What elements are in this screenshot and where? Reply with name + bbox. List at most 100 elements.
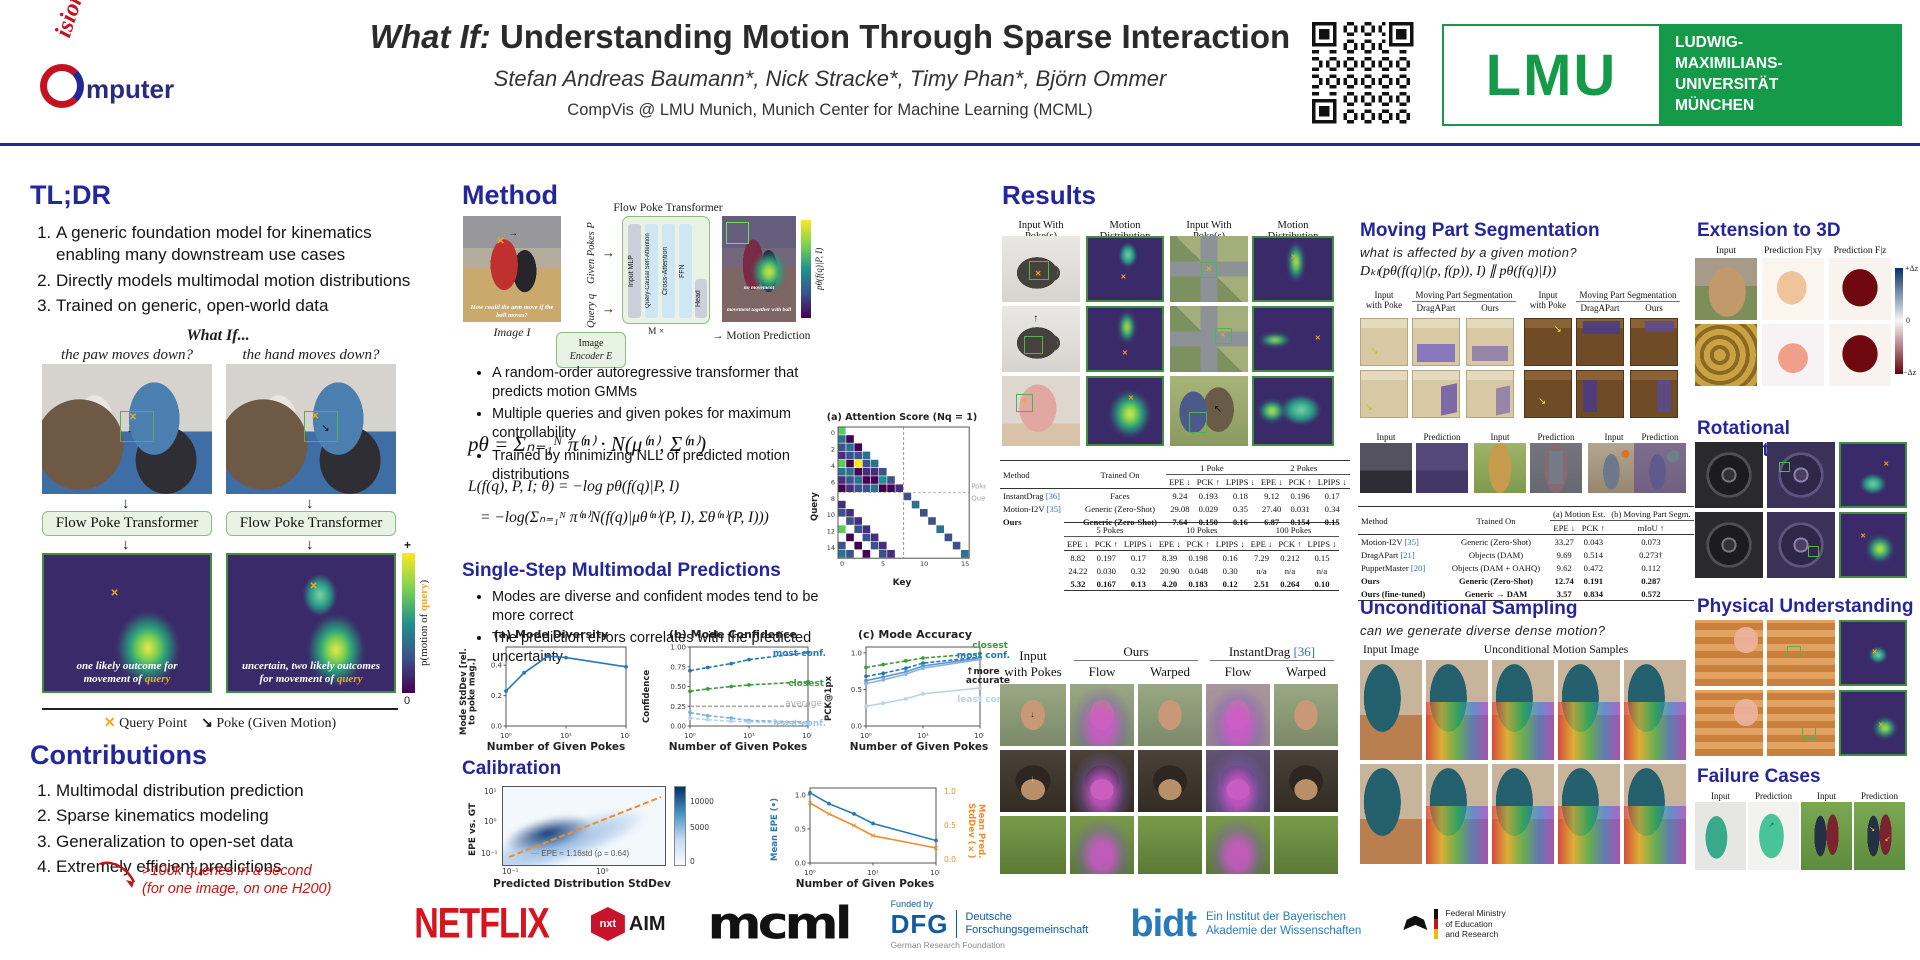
metric-header: EPE ↓ bbox=[1158, 538, 1181, 549]
table-cell: PuppetMaster [20] bbox=[1361, 562, 1426, 573]
svg-text:4: 4 bbox=[831, 462, 835, 470]
svg-text:Pokes: Pokes bbox=[971, 483, 986, 491]
flow-poke-transformer-box-left: Flow Poke Transformer bbox=[42, 511, 212, 536]
table-row: Motion-I2V [35] Generic (Zero-Shot) 33.27 0… bbox=[1358, 535, 1694, 549]
ext3d-col-fxy: Prediction F|xy bbox=[1763, 246, 1823, 256]
header-rule bbox=[1210, 660, 1334, 661]
compvis-logo-computer-text: mputer bbox=[86, 74, 175, 104]
mps-row-label: Input bbox=[1376, 432, 1396, 442]
mps-dragapart-cabinet bbox=[1576, 318, 1624, 366]
query-point-marker: ✕ bbox=[311, 411, 320, 423]
plot-canvas: 0.0 0.2 0.4 10⁰ 10¹ 10² bbox=[480, 643, 632, 744]
table-cell: 0.12 bbox=[1222, 578, 1238, 589]
zoom-box bbox=[120, 410, 155, 442]
table-cell: 7.29 bbox=[1253, 552, 1270, 563]
input-image-dog-right: ✕ ↘ bbox=[226, 364, 396, 494]
svg-text:×: × bbox=[826, 809, 833, 818]
svg-text:0: 0 bbox=[831, 429, 835, 437]
method-colorbar-label: pθ(f(q)|P, I) bbox=[814, 247, 824, 291]
metric-header: EPE ↓ bbox=[1169, 476, 1191, 487]
method-output-image: no movement movement together with ball bbox=[722, 216, 796, 322]
group-header: 10 Pokes bbox=[1155, 522, 1248, 537]
svg-text:1.0: 1.0 bbox=[795, 791, 806, 799]
method-image-caption: How could the arm move if the ball moves… bbox=[470, 303, 554, 319]
input-image-dog-left: ✕ ↓ bbox=[42, 364, 212, 494]
nxtaim-logo: nxt AIM bbox=[590, 907, 666, 941]
svg-text:0.25: 0.25 bbox=[670, 703, 686, 711]
flow-poke-transformer-box-right: Flow Poke Transformer bbox=[226, 511, 396, 536]
mps-ours-cabinet bbox=[1630, 318, 1678, 366]
header-rule bbox=[1074, 660, 1198, 661]
failure-label: Prediction bbox=[1755, 791, 1792, 801]
svg-text:14: 14 bbox=[827, 544, 835, 552]
contributions-list: Multimodal distribution prediction Spars… bbox=[32, 780, 434, 882]
method-image-label: Image I bbox=[493, 325, 531, 339]
mps-example-input bbox=[1360, 443, 1412, 493]
rot-input-tire bbox=[1695, 512, 1763, 578]
mps-input-cabinet: ↘ bbox=[1360, 318, 1408, 366]
uncond-motion-sample bbox=[1426, 660, 1488, 760]
calibration-heading: Calibration bbox=[462, 758, 562, 779]
svg-text:0.5: 0.5 bbox=[795, 825, 806, 833]
table-cell: 0.18 bbox=[1232, 490, 1248, 501]
table-cell: 12.74 bbox=[1554, 575, 1574, 586]
rot-poked-tire bbox=[1767, 442, 1835, 508]
svg-text:0.0: 0.0 bbox=[851, 723, 862, 731]
mps-ours-cabinet bbox=[1466, 370, 1514, 418]
metric-header: EPE ↓ bbox=[1553, 522, 1576, 533]
dfg-acronym: DFG bbox=[890, 908, 949, 939]
table-cell: Ours bbox=[1361, 575, 1380, 586]
red-curved-arrow-icon bbox=[99, 861, 136, 888]
output-caption: movement together with ball bbox=[726, 307, 792, 314]
svg-text:0.5: 0.5 bbox=[851, 686, 862, 694]
speed-note: >100k queries in a second (for one image… bbox=[142, 862, 331, 898]
qual-header-ours: Ours bbox=[1123, 644, 1149, 659]
layer-head: Head bbox=[695, 279, 707, 318]
phys-input-jenga bbox=[1695, 690, 1763, 756]
mps-example-prediction bbox=[1634, 443, 1686, 493]
svg-text:0.50: 0.50 bbox=[670, 683, 686, 691]
output-caption: no movement bbox=[743, 285, 775, 292]
phys-input-jenga bbox=[1695, 620, 1763, 686]
table-row: Ours (fine-tuned) Generic → DAM 3.57 0.834 0… bbox=[1358, 587, 1694, 601]
uncond-input-image bbox=[1360, 660, 1422, 760]
uncond-motion-sample bbox=[1492, 764, 1554, 864]
table-cell: 0.198 bbox=[1188, 552, 1208, 563]
table-cell: 0.35 bbox=[1232, 503, 1248, 514]
mps-input-cabinet: ↘ bbox=[1360, 370, 1408, 418]
motion-distribution-heatmap-right: ✕ uncertain, two likely outcomes for move… bbox=[226, 553, 396, 693]
svg-text:1.0: 1.0 bbox=[851, 649, 862, 657]
table-cell: 8.39 bbox=[1162, 552, 1178, 563]
single-step-bullets: Modes are diverse and confident modes te… bbox=[474, 588, 819, 671]
failure-input-soccer bbox=[1801, 802, 1852, 870]
mps-sub-dragapart: DragAPart bbox=[1416, 303, 1456, 313]
motion-distribution-heatmap: ✕ bbox=[1252, 306, 1334, 372]
table-row: Motion-I2V [35] Generic (Zero-Shot) 29.08 0… bbox=[1000, 502, 1350, 515]
attention-ylabel: Query bbox=[810, 492, 820, 522]
table-row: 5.32 0.167 0.13 4.20 0.183 0.12 2.51 0.264 0.10 bbox=[1064, 577, 1339, 591]
ext3d-colorbar bbox=[1895, 268, 1903, 374]
qual-input-chimp: ↓ bbox=[1000, 750, 1066, 812]
single-step-bullet: Modes are diverse and confident modes te… bbox=[492, 588, 819, 626]
table-cell: 20.90 bbox=[1160, 565, 1180, 576]
qual-id-warped-face bbox=[1274, 684, 1338, 746]
y-tick: 10⁻¹ bbox=[481, 849, 498, 858]
attention-score-figure: (a) Attention Score (Nq = 1) Query 0 2 4 6 8… bbox=[810, 412, 999, 594]
tldr-list: A generic foundation model for kinematic… bbox=[32, 222, 434, 321]
layer-self-attention: Query-Causal Self-Attention bbox=[645, 224, 658, 318]
svg-text:10²: 10² bbox=[974, 732, 984, 739]
qual-id-warped-chimp bbox=[1274, 750, 1338, 812]
query-point-marker: ✕ bbox=[110, 588, 119, 599]
table-cell: Generic (Zero-Shot) bbox=[1085, 503, 1155, 514]
method-colorbar bbox=[801, 220, 811, 318]
svg-text:10¹: 10¹ bbox=[867, 869, 879, 876]
mps-row-label: Prediction bbox=[1641, 432, 1679, 442]
metric-header: PCK ↑ bbox=[1094, 538, 1118, 549]
metric-header: LPIPS ↓ bbox=[1225, 476, 1255, 487]
svg-text:10⁰: 10⁰ bbox=[500, 732, 512, 739]
contribution-item: Multimodal distribution prediction bbox=[56, 780, 434, 802]
table-cell: 7.64 bbox=[1172, 516, 1188, 527]
svg-text:×: × bbox=[807, 799, 814, 808]
table-cell: 0.043 bbox=[1583, 536, 1603, 547]
image-encoder-box: Image Encoder E bbox=[556, 332, 626, 368]
